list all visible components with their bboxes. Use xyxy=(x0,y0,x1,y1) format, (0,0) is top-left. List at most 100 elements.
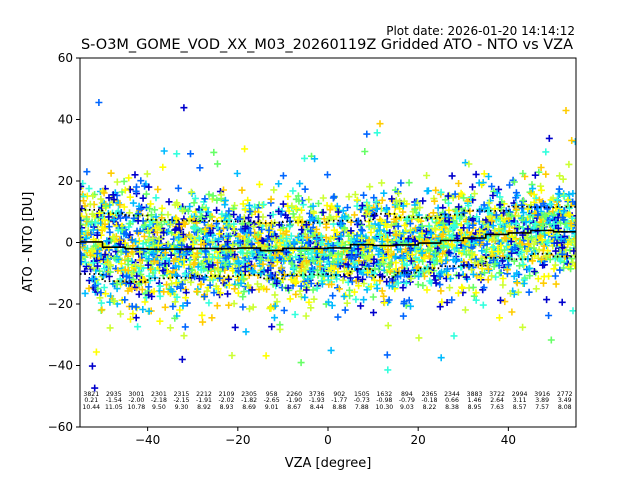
x-tick-label: −40 xyxy=(135,433,160,447)
scatter-point xyxy=(476,227,484,235)
scatter-point xyxy=(311,155,319,163)
scatter-point xyxy=(301,185,309,193)
scatter-point xyxy=(194,233,202,241)
scatter-point xyxy=(267,246,275,254)
scatter-point xyxy=(376,231,384,239)
scatter-point xyxy=(526,188,534,196)
scatter-point xyxy=(354,273,362,281)
scatter-point xyxy=(124,257,132,265)
scatter-point xyxy=(414,263,422,271)
scatter-point xyxy=(140,232,148,240)
scatter-point xyxy=(145,255,153,263)
scatter-point xyxy=(441,196,449,204)
scatter-point xyxy=(305,250,312,258)
scatter-point xyxy=(148,211,155,219)
scatter-point xyxy=(214,254,222,262)
scatter-point xyxy=(472,296,480,304)
scatter-point xyxy=(228,352,236,359)
scatter-point xyxy=(479,301,487,309)
scatter-point xyxy=(302,265,310,273)
scatter-point xyxy=(464,202,472,210)
scatter-point xyxy=(376,120,384,128)
scatter-point xyxy=(221,261,229,269)
scatter-point xyxy=(137,177,145,185)
scatter-point xyxy=(206,281,214,289)
scatter-point xyxy=(296,180,304,188)
scatter-point xyxy=(156,292,164,300)
scatter-point xyxy=(503,266,511,274)
scatter-point xyxy=(352,295,360,303)
y-tick-label: 40 xyxy=(58,113,73,127)
scatter-point xyxy=(436,303,444,311)
scatter-point xyxy=(244,237,252,245)
scatter-point xyxy=(243,249,251,257)
scatter-point xyxy=(321,263,329,271)
scatter-point xyxy=(334,208,342,216)
scatter-point xyxy=(446,284,454,292)
scatter-point xyxy=(187,233,195,241)
bin-sd-label: 9.50 xyxy=(152,404,166,411)
stat-lines xyxy=(80,205,576,283)
upper-sd-line xyxy=(80,205,576,224)
bin-sd-label: 11.05 xyxy=(105,404,123,411)
scatter-point xyxy=(307,272,315,280)
scatter-point xyxy=(309,215,316,222)
scatter-point xyxy=(231,285,238,293)
scatter-point xyxy=(488,272,496,280)
scatter-point xyxy=(141,298,149,306)
scatter-point xyxy=(129,276,137,283)
x-tick-label: 40 xyxy=(501,433,516,447)
scatter-points xyxy=(80,99,576,392)
scatter-point xyxy=(367,229,375,236)
scatter-point xyxy=(154,185,162,193)
scatter-point xyxy=(263,275,271,283)
scatter-point xyxy=(242,328,250,336)
scatter-point xyxy=(145,183,153,191)
scatter-point xyxy=(407,257,415,265)
scatter-point xyxy=(164,240,172,248)
scatter-point xyxy=(80,197,87,205)
scatter-point xyxy=(197,266,205,274)
scatter-point xyxy=(468,235,476,243)
scatter-point xyxy=(413,215,421,223)
scatter-point xyxy=(357,302,365,310)
scatter-point xyxy=(519,323,527,331)
scatter-point xyxy=(222,212,230,220)
scatter-point xyxy=(256,180,263,188)
scatter-point xyxy=(397,214,405,222)
scatter-point xyxy=(524,225,532,233)
x-axis-label: VZA [degree] xyxy=(285,456,372,471)
scatter-point xyxy=(418,249,426,257)
scatter-point xyxy=(269,280,277,288)
scatter-point xyxy=(225,232,232,240)
scatter-point xyxy=(373,129,381,137)
scatter-point xyxy=(180,256,188,264)
scatter-point xyxy=(510,290,518,298)
scatter-point xyxy=(83,215,91,223)
scatter-point xyxy=(385,263,393,271)
scatter-point xyxy=(425,213,433,220)
scatter-point xyxy=(150,257,158,265)
scatter-point xyxy=(88,210,96,218)
scatter-point xyxy=(429,209,437,217)
scatter-point xyxy=(408,251,416,258)
scatter-point xyxy=(343,299,351,307)
scatter-point xyxy=(264,266,272,274)
scatter-point xyxy=(559,214,567,222)
scatter-point xyxy=(477,274,485,282)
scatter-point xyxy=(279,172,287,180)
scatter-point xyxy=(385,296,393,304)
scatter-point xyxy=(465,160,473,168)
scatter-point xyxy=(344,261,352,269)
bin-mean-label: 0.21 xyxy=(84,397,98,404)
scatter-point xyxy=(157,253,165,261)
scatter-point xyxy=(330,234,338,241)
scatter-point xyxy=(190,199,198,207)
scatter-point xyxy=(142,190,150,198)
scatter-point xyxy=(392,231,400,239)
scatter-point xyxy=(287,232,295,240)
scatter-point xyxy=(394,222,402,230)
scatter-point xyxy=(361,148,369,155)
scatter-point xyxy=(399,208,407,216)
